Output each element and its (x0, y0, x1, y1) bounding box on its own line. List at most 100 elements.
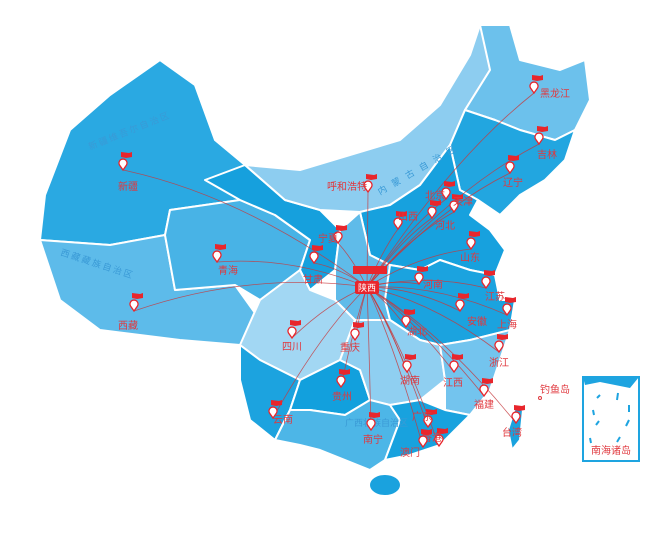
flag-icon (437, 428, 448, 438)
province-marker[interactable]: 安徽 (455, 293, 487, 328)
route-line (133, 282, 368, 312)
province-marker[interactable]: 吉林 (534, 126, 557, 161)
province-marker[interactable]: 山东 (460, 231, 480, 264)
province-label: 四川 (282, 342, 302, 353)
province-label: 江西 (443, 377, 463, 389)
flag-icon (417, 266, 428, 276)
diaoyudao: 钓鱼岛 (538, 383, 570, 400)
map-pin-icon (427, 206, 437, 220)
province-label: 天津 (453, 196, 473, 208)
province-label: 甘肃 (303, 273, 323, 286)
map-pin-icon (466, 237, 476, 251)
hub-shaanxi[interactable]: 陕西 (353, 266, 387, 294)
flag-icon (444, 181, 455, 191)
flag-icon (469, 231, 480, 241)
province-marker[interactable]: 西藏 (118, 293, 143, 332)
province-label: 新疆 (118, 180, 138, 193)
route-line (122, 169, 368, 288)
inset-coast (583, 377, 639, 388)
flag-icon (430, 200, 441, 210)
province-marker[interactable]: 青海 (212, 244, 238, 277)
province-marker[interactable]: 台湾 (502, 405, 525, 439)
province-label: 河南 (423, 278, 443, 291)
province-marker[interactable]: 江苏 (481, 270, 505, 303)
province-marker[interactable]: 黑龙江 (529, 75, 570, 100)
province-marker[interactable]: 浙江 (489, 334, 509, 369)
province-label: 重庆 (340, 341, 360, 354)
province-marker[interactable]: 天津 (449, 194, 473, 214)
flag-icon (514, 405, 525, 415)
flag-icon (366, 174, 377, 184)
province-label: 吉林 (537, 148, 557, 161)
flag-icon (484, 270, 495, 280)
south-sea-inset[interactable]: 南海诸岛 (582, 376, 640, 462)
province-marker[interactable]: 河南 (414, 266, 443, 291)
province-marker[interactable]: 四川 (282, 320, 302, 353)
map-pin-icon (363, 180, 373, 194)
map-pin-icon (423, 415, 433, 429)
map-pin-icon (441, 187, 451, 201)
province-marker[interactable]: 宁夏 (318, 225, 347, 245)
map-pin-icon (129, 299, 139, 313)
province-label: 贵州 (332, 390, 352, 403)
map-pin-icon (505, 161, 515, 175)
map-pin-icon (309, 251, 319, 265)
region-jiangxi-fujian[interactable] (439, 329, 511, 416)
province-marker[interactable]: 呼和浩特 (327, 174, 377, 194)
flag-icon (508, 155, 519, 165)
province-marker[interactable]: 甘肃 (303, 245, 323, 286)
province-label: 南宁 (363, 433, 383, 446)
flag-icon (369, 412, 380, 422)
province-label: 湖南 (400, 374, 420, 387)
province-label: 澳门 (400, 446, 420, 459)
province-marker[interactable]: 广东 (412, 409, 437, 429)
province-marker[interactable]: 澳门 (400, 429, 432, 459)
province-marker[interactable]: 重庆 (340, 322, 364, 354)
route-line (366, 279, 487, 289)
province-marker[interactable]: 上海 (497, 297, 517, 331)
map-pin-icon (402, 360, 412, 374)
region-hainan[interactable] (368, 473, 402, 497)
hub-label: 陕西 (358, 282, 376, 294)
province-marker[interactable]: 云南 (268, 400, 293, 426)
province-marker[interactable]: 香港 (422, 428, 448, 448)
route-line (366, 286, 508, 316)
province-marker[interactable]: 新疆 (118, 152, 138, 193)
flag-icon (290, 320, 301, 330)
province-label: 上海 (497, 318, 517, 331)
map-pin-icon (287, 326, 297, 340)
province-label: 青海 (218, 264, 238, 277)
province-marker[interactable]: 北京 (425, 181, 455, 202)
province-marker[interactable]: 河北 (427, 200, 455, 232)
flag-icon (426, 409, 437, 419)
map-pin-icon (449, 200, 459, 214)
province-marker[interactable]: 贵州 (332, 369, 352, 403)
province-marker[interactable]: 山西 (393, 211, 418, 231)
flag-icon (396, 211, 407, 221)
map-pin-icon (118, 158, 128, 172)
route-line (272, 286, 368, 419)
province-marker[interactable]: 福建 (474, 378, 494, 411)
map-pin-icon (366, 418, 376, 432)
diaoyudao-label: 钓鱼岛 (540, 383, 570, 396)
map-pin-icon (511, 411, 521, 425)
province-label: 黑龙江 (540, 87, 570, 100)
province-marker[interactable]: 江西 (443, 354, 463, 389)
flag-icon (497, 334, 508, 344)
map-pin-icon (534, 132, 544, 146)
flag-icon (312, 245, 323, 255)
map-pin-icon (494, 340, 504, 354)
province-marker[interactable]: 辽宁 (503, 155, 523, 189)
map-pin-icon (212, 250, 222, 264)
route-line (366, 286, 372, 431)
province-marker[interactable]: 南宁 (363, 412, 383, 446)
map-pin-icon (434, 434, 444, 448)
province-marker[interactable]: 湖南 (400, 354, 420, 387)
map-pin-icon (502, 303, 512, 317)
province-marker[interactable]: 湖北 (401, 309, 427, 338)
flag-icon (452, 354, 463, 364)
map-pin-icon (455, 299, 465, 313)
flag-icon (215, 244, 226, 254)
flag-icon (482, 378, 493, 388)
